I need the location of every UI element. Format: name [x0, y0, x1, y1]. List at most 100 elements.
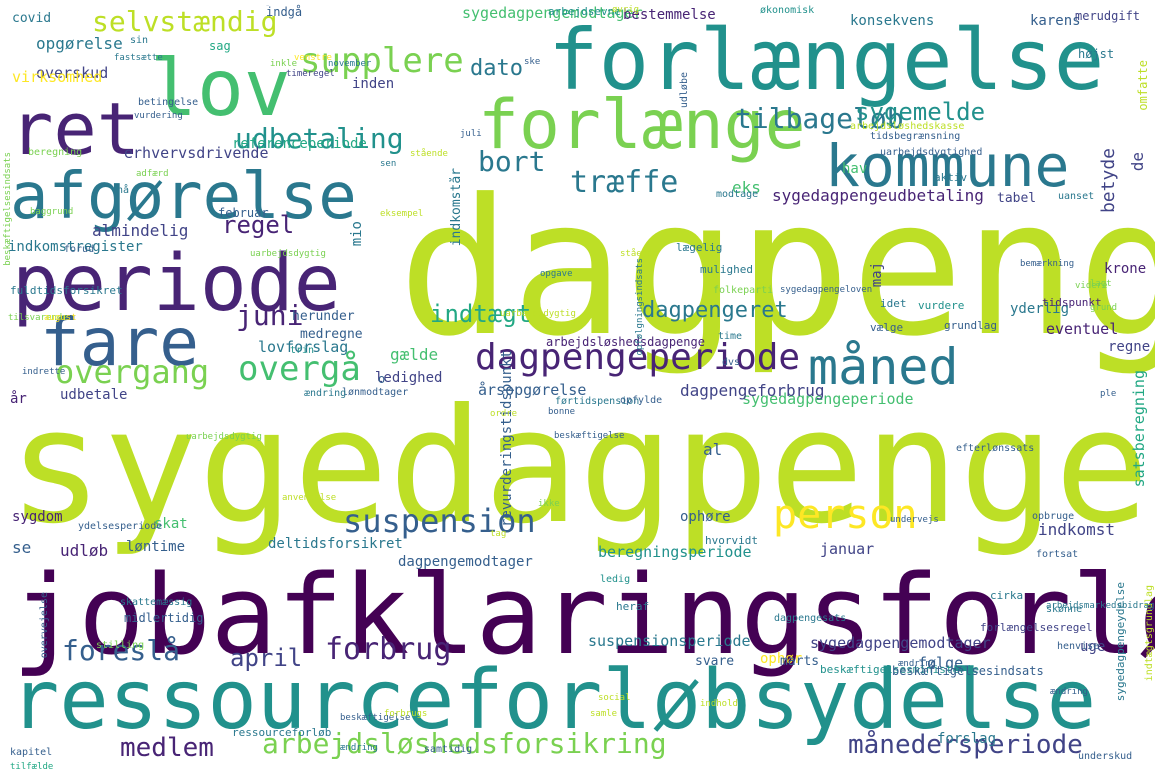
- cloud-word: overgang: [55, 353, 210, 391]
- cloud-word: fare: [40, 304, 199, 381]
- cloud-word: stående: [620, 249, 658, 259]
- cloud-word: opbruge: [1032, 511, 1075, 522]
- cloud-word: forlængelsesregel: [980, 621, 1093, 634]
- cloud-word: forlænge: [478, 86, 806, 165]
- cloud-word: ressourceforløbsydelse: [10, 653, 1097, 748]
- cloud-word: efterlønssats: [956, 443, 1035, 454]
- cloud-word: sygedagpengeloven: [780, 285, 873, 295]
- cloud-word: tidsbegrænsning: [870, 131, 961, 142]
- cloud-word: medlem: [120, 733, 214, 763]
- cloud-word: dato: [470, 56, 523, 81]
- cloud-word: baggrund: [30, 207, 74, 217]
- cloud-word: november: [328, 59, 372, 69]
- cloud-word: måned: [808, 338, 959, 396]
- cloud-word: betingelse: [138, 97, 199, 108]
- cloud-word: selvstændig: [92, 5, 278, 38]
- cloud-word: vurdere: [918, 299, 965, 312]
- cloud-word: o: [378, 372, 386, 386]
- cloud-word: supplere: [300, 41, 464, 81]
- cloud-word: time: [718, 331, 743, 342]
- cloud-word: bestemmelse: [623, 7, 716, 23]
- cloud-word: følge: [918, 654, 964, 672]
- cloud-word: sygedagpenge: [8, 375, 1150, 559]
- cloud-word: lovforslag: [258, 338, 349, 356]
- cloud-word: sin: [130, 35, 149, 46]
- cloud-word: lov: [150, 44, 291, 134]
- cloud-word: sygedagpengeudbetaling: [772, 186, 984, 205]
- cloud-word: indtægt: [430, 300, 532, 328]
- cloud-word: inkle: [270, 59, 298, 69]
- cloud-word: maj: [869, 262, 885, 288]
- cloud-word: lønmodtager: [342, 387, 409, 398]
- cloud-word: tilfælde: [10, 762, 54, 770]
- cloud-word: indhold: [700, 699, 738, 709]
- cloud-word: omfatte: [1136, 60, 1150, 111]
- cloud-word: månedersperiode: [848, 730, 1083, 760]
- cloud-word: beregning: [28, 147, 83, 158]
- cloud-word: januar: [820, 540, 875, 558]
- cloud-word: ret: [10, 87, 141, 171]
- cloud-word: indkomst: [1038, 520, 1116, 539]
- cloud-word: nå: [117, 185, 130, 196]
- cloud-word: ske: [524, 57, 541, 67]
- cloud-word: uarbejdsdygtig: [500, 309, 576, 319]
- cloud-word: dagpengeperiode: [475, 337, 801, 378]
- cloud-word: person: [773, 492, 918, 538]
- cloud-word: overgå: [238, 349, 361, 389]
- cloud-word: indgå: [266, 5, 303, 19]
- cloud-word: sygedagpengeydelse: [1114, 582, 1127, 702]
- cloud-word: udløb: [60, 541, 109, 560]
- cloud-word: ændring: [898, 659, 936, 669]
- cloud-word: beskæftigelsesindsats: [892, 664, 1044, 678]
- cloud-word: indkomstår: [449, 168, 464, 247]
- cloud-word: stilling: [96, 640, 145, 651]
- cloud-word: samtidig: [424, 744, 473, 755]
- cloud-word: ikke: [538, 499, 560, 509]
- cloud-word: august: [44, 313, 77, 323]
- cloud-word: ressourceforløb: [232, 726, 332, 739]
- cloud-word: deltidsforsikret: [268, 536, 403, 552]
- cloud-word: udløbe: [679, 72, 690, 109]
- cloud-word: sag: [209, 39, 231, 53]
- cloud-word: juni: [236, 299, 304, 332]
- cloud-word: trin: [290, 345, 315, 356]
- cloud-word: bemærkning: [1020, 259, 1075, 269]
- cloud-word: idet: [880, 297, 907, 310]
- cloud-word: krone: [1104, 261, 1147, 277]
- cloud-word: sygemelde: [855, 98, 986, 126]
- cloud-word: opfølgningsindsats: [635, 258, 645, 356]
- cloud-word: løntime: [126, 539, 186, 555]
- cloud-word: midlertidig: [124, 611, 204, 625]
- cloud-word: dagpenge: [398, 159, 1155, 378]
- cloud-word: opgave: [540, 269, 573, 279]
- cloud-word: beregningsperiode: [598, 543, 752, 561]
- cloud-word: fuldtidsforsikret: [10, 284, 123, 297]
- cloud-word: revurderingstidspunkt: [499, 350, 515, 528]
- cloud-word: svare: [695, 654, 735, 669]
- cloud-word: skattemæssig: [120, 597, 193, 608]
- cloud-word: indtægtsgrundlag: [1144, 585, 1155, 682]
- cloud-word: ydelsesperiode: [78, 521, 163, 532]
- cloud-word: tilsvarende: [8, 313, 68, 323]
- cloud-word: satsberegning: [1130, 370, 1148, 488]
- cloud-word: heraf: [616, 600, 650, 613]
- cloud-word: ophøre: [680, 509, 731, 525]
- cloud-word: udbetaling: [235, 122, 404, 155]
- cloud-word: skønne: [1046, 604, 1083, 615]
- cloud-word: fastsætte: [114, 53, 163, 63]
- cloud-word: indkomstregister: [8, 239, 143, 255]
- cloud-word: skat: [154, 516, 188, 532]
- cloud-word: træffe: [570, 165, 679, 200]
- cloud-word: folkeparti: [713, 285, 774, 296]
- cloud-word: april: [230, 644, 303, 672]
- cloud-word: vurdering: [134, 111, 183, 121]
- cloud-word: arbejdsmarkedsbidrag: [1046, 601, 1155, 611]
- cloud-word: grund: [1090, 303, 1118, 313]
- cloud-word: uarbejdsdygtig: [186, 432, 262, 442]
- cloud-word: henvise: [1057, 641, 1100, 652]
- cloud-word: vælge: [870, 321, 904, 334]
- cloud-word: øvrig: [612, 5, 640, 15]
- cloud-word: regne: [1108, 339, 1151, 355]
- cloud-word: dagpengeret: [642, 298, 788, 323]
- cloud-word: uarbejdsdygtig: [250, 249, 326, 259]
